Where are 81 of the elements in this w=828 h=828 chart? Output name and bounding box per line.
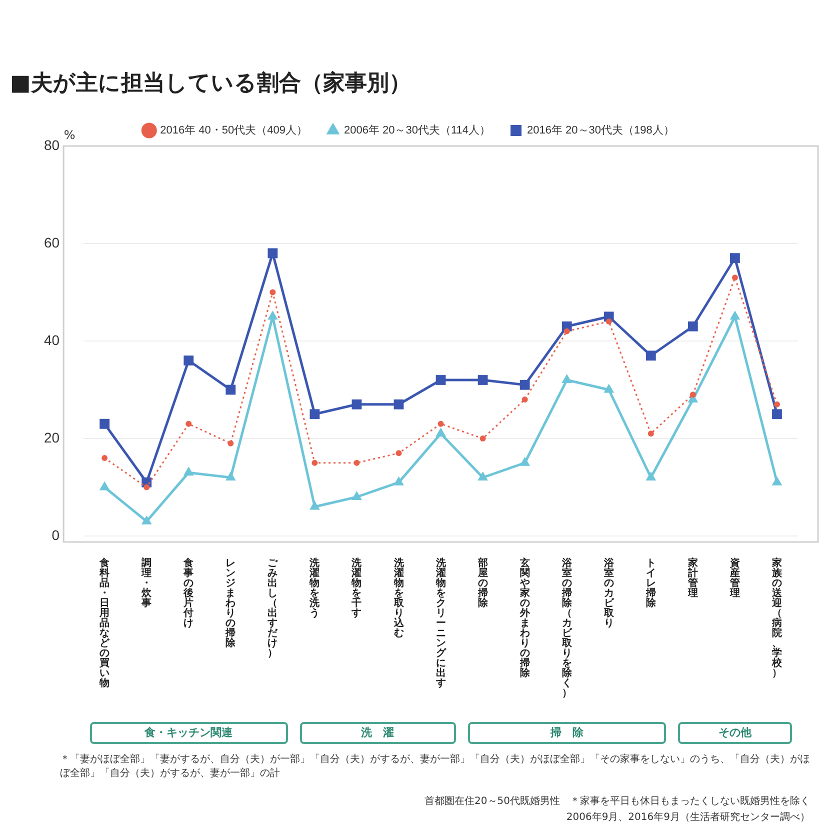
point bbox=[646, 350, 656, 361]
point bbox=[520, 380, 530, 390]
point bbox=[99, 481, 110, 490]
point bbox=[394, 476, 404, 486]
point bbox=[144, 484, 150, 490]
point bbox=[312, 460, 318, 466]
point bbox=[186, 420, 192, 427]
text: 洗 濯 bbox=[300, 722, 456, 744]
x-tick-label: 洗濯物を洗う bbox=[308, 556, 321, 619]
point bbox=[480, 436, 486, 442]
x-tick-label: トイレ掃除 bbox=[644, 558, 657, 609]
point bbox=[270, 289, 276, 296]
point bbox=[184, 356, 194, 366]
point bbox=[774, 401, 780, 408]
chart-title: ■夫が主に担当している割合（家事別） bbox=[10, 70, 411, 98]
point bbox=[688, 321, 698, 332]
x-tick-label: 洗濯物を取り込む bbox=[392, 556, 405, 639]
text: 食・キッチン関連 bbox=[90, 722, 288, 744]
point bbox=[604, 384, 614, 393]
point bbox=[225, 472, 236, 480]
category-label: 洗濯物をクリーニングに出す bbox=[436, 558, 446, 689]
point bbox=[690, 392, 696, 398]
point bbox=[100, 418, 110, 429]
point bbox=[648, 430, 654, 437]
point bbox=[310, 500, 320, 510]
legend-label: 2016年 40・50代夫（409人） bbox=[160, 124, 308, 137]
category-label: レンジまわりの掃除 bbox=[226, 558, 236, 649]
y-axis-title: % bbox=[64, 128, 76, 142]
point bbox=[732, 274, 738, 281]
y-tick-label: 20 bbox=[44, 429, 60, 446]
text: ＊「妻がほぼ全部」「妻がするが、自分（夫）が一部」「自分（夫）がするが、妻が一部」「自分（夫）がほぼ全部」「その家事をしない」のうち、「自分（夫）がほぼ全部」「自分（夫）がするが、妻が一部」の計 bbox=[60, 752, 810, 780]
point bbox=[520, 456, 530, 466]
point bbox=[183, 466, 194, 476]
text: 2006年9月、2016年9月（生活者研究センター調べ） bbox=[565, 810, 810, 824]
point bbox=[102, 455, 108, 461]
point bbox=[228, 440, 234, 446]
text: 首都圏在住20～50代既婚男性 ＊家事を平日も休日もまったくしない既婚男性を除く bbox=[424, 794, 810, 808]
x-tick-label: 部屋の掃除 bbox=[476, 556, 489, 609]
text: 掃 除 bbox=[468, 722, 666, 744]
point bbox=[564, 328, 570, 334]
point bbox=[730, 253, 740, 264]
point bbox=[438, 420, 444, 427]
point bbox=[354, 460, 360, 466]
point bbox=[141, 515, 152, 524]
category-label: 玄関や家の外まわりの掃除 bbox=[520, 558, 530, 679]
point bbox=[310, 409, 320, 420]
point bbox=[396, 450, 402, 456]
category-label: 家族の送迎（病院、学校） bbox=[772, 558, 782, 679]
y-tick-label: 80 bbox=[44, 136, 60, 153]
legend-label: 2006年 20～30代夫（114人） bbox=[344, 124, 491, 137]
x-tick-label: 洗濯物を干す bbox=[350, 556, 363, 619]
point bbox=[352, 491, 362, 500]
point bbox=[522, 396, 528, 402]
point bbox=[436, 375, 446, 385]
point bbox=[478, 472, 488, 480]
category-label: 食料品・日用品などの買い物 bbox=[100, 558, 110, 689]
point bbox=[646, 472, 656, 480]
legend-label: 2016年 20～30代夫（198人） bbox=[527, 124, 674, 137]
y-tick-label: 60 bbox=[44, 234, 60, 250]
point bbox=[562, 374, 572, 383]
point bbox=[226, 384, 236, 395]
point bbox=[352, 399, 362, 410]
y-tick-label: 40 bbox=[44, 332, 60, 348]
x-tick-label: 資産管理 bbox=[728, 556, 740, 599]
point bbox=[730, 310, 740, 320]
text: その他 bbox=[678, 722, 792, 744]
point bbox=[772, 409, 782, 420]
x-tick-label: 家計管理 bbox=[686, 556, 698, 599]
y-tick-label: 0 bbox=[52, 526, 60, 543]
point bbox=[436, 428, 446, 437]
point bbox=[267, 310, 278, 320]
point bbox=[268, 248, 278, 258]
x-tick-label: 調理・炊事 bbox=[140, 556, 153, 609]
point bbox=[606, 318, 612, 324]
point bbox=[478, 375, 488, 385]
x-tick-label: 浴室のカビ取り bbox=[602, 556, 615, 629]
x-tick-label: 食事の後片付け bbox=[182, 556, 194, 629]
point bbox=[394, 399, 404, 410]
point bbox=[772, 476, 782, 486]
category-label: 浴室の掃除（カビ取りを除く） bbox=[562, 558, 572, 699]
category-label: ごみ出し（出すだけ） bbox=[268, 558, 278, 659]
